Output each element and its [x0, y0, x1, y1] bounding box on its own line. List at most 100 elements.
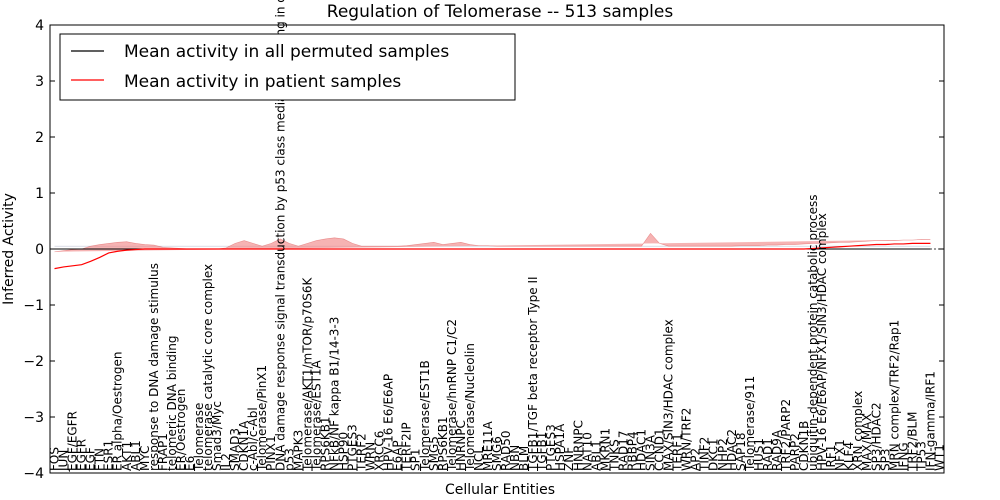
- x-tick-label: NFkB/NF kappa B1/14-3-3: [327, 317, 341, 471]
- x-tick-label: RAD1: [761, 438, 775, 471]
- x-tick-label: WRN: [364, 442, 378, 471]
- x-tick-label: MKRN1: [598, 428, 612, 471]
- x-tick-label: PARP2: [788, 433, 802, 471]
- x-tick-label: PTGES3: [346, 424, 360, 471]
- x-tick-label: DNA damage response signal transduction …: [273, 0, 287, 471]
- x-tick-label: WRN/TRF2: [680, 408, 694, 471]
- x-tick-label: JUN: [57, 450, 71, 472]
- x-tick-label: NCL: [472, 447, 486, 471]
- x-tick-label: telomerase catalytic core complex: [201, 264, 215, 471]
- x-tick-label: NAT10: [580, 432, 594, 471]
- x-tick-label: RPS6KB1: [318, 416, 332, 471]
- x-tick-label: MAX/SIN3/HDAC complex: [662, 319, 676, 471]
- x-tick-label: HNRNPC: [571, 420, 585, 471]
- x-tick-label: TRF2/BLM: [905, 411, 919, 472]
- legend: Mean activity in all permuted samples Me…: [59, 33, 516, 101]
- legend-frame: [59, 33, 516, 101]
- x-tick-label: RAD17: [616, 430, 630, 471]
- x-tick-label: Telomerase/AKT1/mTOR/p70S6K: [300, 276, 314, 472]
- x-tick-label: Telomerase/Nucleolin: [463, 343, 477, 472]
- x-tick-label: ER/Oestrogen: [174, 389, 188, 471]
- x-tick-label: FOS: [48, 447, 62, 471]
- y-axis-label: Inferred Activity: [1, 193, 17, 305]
- legend-label-patient: Mean activity in patient samples: [124, 72, 401, 92]
- x-tick-label: SIN3A: [644, 434, 658, 471]
- x-tick-label: SMG5: [427, 436, 441, 471]
- x-tick-label: Telomerase/911: [743, 376, 757, 472]
- x-tick-label: EGF: [84, 447, 98, 471]
- x-tick-label: AKT1: [120, 441, 134, 471]
- x-tick-label: EGFR: [75, 439, 89, 471]
- x-tick-label: E6AP: [391, 440, 405, 471]
- x-tick-label: ubiquitin-dependent protein catabolic pr…: [806, 195, 820, 471]
- x-tick-label: TINF2: [698, 437, 712, 472]
- y-tick-label: 1: [35, 186, 44, 202]
- patient-mean-line: [54, 242, 931, 270]
- x-tick-label: WT1: [932, 444, 946, 471]
- x-tick-label: ER alpha/Oestrogen: [111, 352, 125, 471]
- x-tick-label: FTN: [93, 448, 107, 471]
- y-tick-label: 4: [35, 18, 44, 34]
- y-tick-label: −2: [23, 354, 44, 370]
- x-tick-label: HDAC1: [634, 429, 648, 471]
- x-tick-label: AP2: [689, 448, 703, 471]
- x-tick-label: NBN: [508, 445, 522, 471]
- x-tick-label: CDKN1B: [797, 421, 811, 471]
- x-tick-label: IFN-gamma/IRF1: [923, 371, 937, 471]
- x-tick-label: IL2: [219, 453, 233, 471]
- y-tick-label: 2: [35, 130, 44, 146]
- x-tick-label: TGFB1: [535, 432, 549, 472]
- chart-title: Regulation of Telomerase -- 513 samples: [327, 2, 674, 22]
- x-tick-label: KLF4: [842, 442, 856, 471]
- x-tick-label: RBBP4: [625, 431, 639, 471]
- legend-label-permuted: Mean activity in all permuted samples: [124, 42, 449, 62]
- series-lines: [50, 242, 944, 270]
- y-tick-label: 3: [35, 74, 44, 90]
- x-tick-label: RAD9A: [770, 429, 784, 471]
- x-tick-label: SAP18: [734, 432, 748, 471]
- x-tick-label: Smad3/Myc: [210, 401, 224, 471]
- x-tick-label: DKC1: [707, 439, 721, 471]
- x-tick-label: ABL1: [589, 440, 603, 471]
- x-tick-label: PTGES3: [544, 424, 558, 471]
- x-tick-label: XRN complex: [851, 391, 865, 471]
- x-tick-label: MRN complex/TRF2/Rap1: [887, 320, 901, 471]
- x-tick-label: CDKN1A: [237, 420, 251, 471]
- x-tick-label: RAD50: [499, 430, 513, 471]
- x-tick-label: MRE11A: [481, 420, 495, 471]
- x-tick-label: TERF2: [355, 433, 369, 472]
- x-tick-label: EGF/EGFR: [66, 411, 80, 471]
- x-tick-label: CCND1: [653, 428, 667, 471]
- x-tick-label: HPV-16 E6/E6AP: [382, 374, 396, 471]
- x-tick-label: p53: [282, 448, 296, 471]
- x-tick-label: SMG6: [490, 436, 504, 471]
- x-tick-label: TNKS: [607, 439, 621, 472]
- x-tick-label: SP3/HDAC2: [869, 402, 883, 471]
- x-tick-label: HNRNPC: [454, 420, 468, 471]
- x-tick-label: Telomerase/EST1A: [309, 359, 323, 472]
- x-tick-label: IFNG: [896, 442, 910, 471]
- x-tick-label: TRF2/PARP2: [779, 399, 793, 472]
- x-tick-label: MAPK3: [291, 430, 305, 471]
- x-tick-label: SP3: [878, 449, 892, 472]
- x-tick-label: HSP90: [336, 432, 350, 471]
- x-tick-label: ABL1: [129, 440, 143, 471]
- x-tick-label: ZNF: [562, 447, 576, 471]
- x-tick-label: XRCC6: [373, 431, 387, 471]
- x-tick-label: FRAP1: [156, 433, 170, 471]
- x-tick-label: TERF2IP: [400, 422, 414, 472]
- x-tick-label: Telomerase/hnRNP C1/C2: [445, 319, 459, 472]
- x-tick-label: SP1: [409, 449, 423, 472]
- x-tick-label: HSPA1A: [553, 423, 567, 471]
- x-tick-label: TGFB1/TGF beta receptor Type II: [526, 276, 540, 472]
- x-tick-label: Telomerase/PinX1: [255, 365, 269, 472]
- x-tick-label: BLM: [517, 446, 531, 471]
- y-tick-label: −1: [23, 298, 44, 314]
- x-tick-label: Telomerase: [192, 403, 206, 472]
- x-tick-label: SMAD3: [228, 428, 242, 471]
- x-tick-label: ESR1: [102, 440, 116, 471]
- x-tick-label: HPV-16 E6/E6AP/NFX1/SIN3/HDAC complex: [815, 213, 829, 471]
- y-tick-label: 0: [35, 242, 44, 258]
